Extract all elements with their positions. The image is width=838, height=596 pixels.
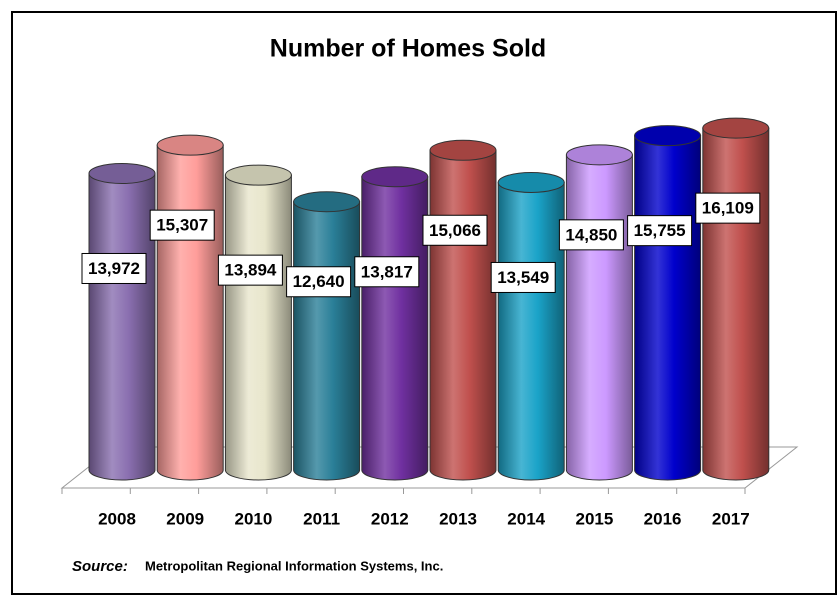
bar-top	[361, 166, 429, 188]
data-label: 13,894	[224, 261, 277, 280]
bar-body	[293, 201, 361, 481]
bar-top	[293, 191, 361, 213]
bar-body	[156, 144, 224, 481]
bar-top	[634, 125, 702, 147]
bar	[293, 191, 361, 481]
bar-body	[224, 174, 292, 481]
data-label-box	[627, 215, 693, 247]
data-label: 13,549	[497, 268, 549, 287]
bar-body	[88, 172, 156, 481]
data-label-box	[286, 266, 352, 298]
bar-body	[497, 181, 565, 481]
x-tick-label: 2014	[507, 509, 545, 528]
x-tick-label: 2012	[371, 509, 409, 528]
x-tick-label: 2013	[439, 509, 477, 528]
bar	[224, 164, 292, 481]
x-tick-label: 2008	[98, 509, 136, 528]
bar-body	[565, 154, 633, 481]
bar-top	[429, 139, 497, 161]
x-tick-label: 2016	[644, 509, 682, 528]
data-label-box	[81, 252, 147, 284]
data-label-box	[422, 214, 488, 246]
x-tick-label: 2009	[166, 509, 204, 528]
x-tick-label: 2017	[712, 509, 750, 528]
data-label: 14,850	[565, 225, 617, 244]
bar	[429, 139, 497, 481]
data-label: 15,307	[156, 216, 208, 235]
bar-body	[634, 135, 702, 481]
data-label: 12,640	[293, 272, 345, 291]
bar	[497, 171, 565, 481]
data-label-box	[695, 192, 761, 224]
x-tick-label: 2015	[575, 509, 613, 528]
data-label-box	[558, 219, 624, 251]
bar	[156, 134, 224, 481]
bar-top	[702, 117, 770, 139]
bar	[88, 162, 156, 481]
bar-top	[88, 162, 156, 184]
bar	[565, 144, 633, 481]
data-label: 15,066	[429, 221, 481, 240]
source-text: Metropolitan Regional Information System…	[145, 558, 443, 573]
data-label: 15,755	[634, 221, 686, 240]
bar	[361, 166, 429, 481]
data-label-box	[217, 254, 283, 286]
bar-top	[156, 134, 224, 156]
data-label-box	[149, 209, 215, 241]
chart-title: Number of Homes Sold	[270, 35, 546, 63]
data-label: 16,109	[702, 199, 754, 218]
bar	[702, 117, 770, 481]
source-label: Source:	[72, 558, 128, 575]
bar-top	[497, 171, 565, 193]
bar-body	[361, 176, 429, 481]
bar-body	[702, 127, 770, 481]
bar-top	[224, 164, 292, 186]
bar	[634, 125, 702, 481]
bar-body	[429, 149, 497, 481]
data-label: 13,817	[361, 262, 413, 281]
data-label: 13,972	[88, 259, 140, 278]
data-label-box	[490, 261, 556, 293]
bar-top	[565, 144, 633, 166]
x-tick-label: 2011	[303, 509, 340, 528]
data-label-box	[354, 256, 420, 288]
x-tick-label: 2010	[234, 509, 272, 528]
